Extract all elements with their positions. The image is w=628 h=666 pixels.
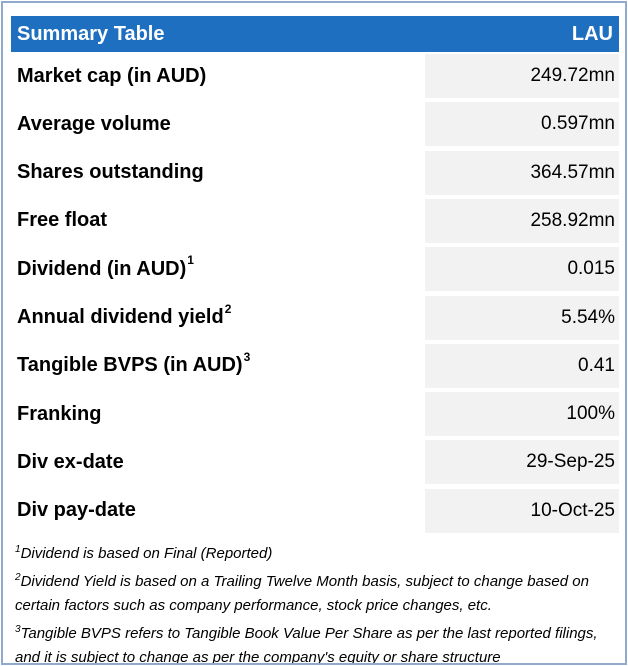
table-row: Div ex-date 29-Sep-25 <box>11 440 619 485</box>
row-label: Div pay-date <box>17 499 136 522</box>
row-value: 100% <box>425 392 619 437</box>
row-label-cell: Market cap (in AUD) <box>11 54 425 98</box>
footnote: 3Tangible BVPS refers to Tangible Book V… <box>15 618 615 665</box>
footnote-number: 3 <box>15 624 21 635</box>
row-label-cell: Free float <box>11 199 425 243</box>
footnote-text: Dividend is based on Final (Reported) <box>20 545 273 562</box>
table-row: Tangible BVPS (in AUD) 3 0.41 <box>11 343 619 388</box>
footnote-text: Tangible BVPS refers to Tangible Book Va… <box>15 625 598 665</box>
row-value: 10-Oct-25 <box>425 488 619 533</box>
row-value: 0.015 <box>425 247 619 292</box>
footnote-text: Dividend Yield is based on a Trailing Tw… <box>15 573 589 614</box>
row-label: Market cap (in AUD) <box>17 64 207 87</box>
row-value: 0.597mn <box>425 102 619 147</box>
row-label: Tangible BVPS (in AUD) <box>17 354 243 377</box>
row-label: Average volume <box>17 112 171 135</box>
row-label-cell: Div pay-date <box>11 489 425 533</box>
row-value: 364.57mn <box>425 150 619 195</box>
row-value: 29-Sep-25 <box>425 440 619 485</box>
header-ticker: LAU <box>571 22 613 45</box>
table-row: Free float 258.92mn <box>11 198 619 243</box>
footnote-number: 2 <box>15 572 21 583</box>
footnote-number: 1 <box>15 544 21 555</box>
row-label-cell: Div ex-date <box>11 440 425 484</box>
table-header: Summary Table LAU <box>11 16 619 52</box>
row-label-cell: Annual dividend yield 2 <box>11 296 425 340</box>
row-label-cell: Average volume <box>11 102 425 146</box>
table-row: Shares outstanding 364.57mn <box>11 150 619 195</box>
row-label: Franking <box>17 402 102 425</box>
table-row: Average volume 0.597mn <box>11 102 619 147</box>
row-label-cell: Dividend (in AUD) 1 <box>11 247 425 291</box>
row-label: Free float <box>17 209 108 232</box>
row-label: Dividend (in AUD) <box>17 257 187 280</box>
row-value: 249.72mn <box>425 54 619 98</box>
footnotes: 1Dividend is based on Final (Reported) 2D… <box>15 538 615 665</box>
header-title: Summary Table <box>17 22 165 45</box>
row-label: Div ex-date <box>17 450 124 473</box>
row-value: 5.54% <box>425 295 619 340</box>
table-row: Dividend (in AUD) 1 0.015 <box>11 247 619 292</box>
row-label-cell: Tangible BVPS (in AUD) 3 <box>11 344 425 388</box>
row-label: Annual dividend yield <box>17 306 224 328</box>
footnote-ref: 3 <box>243 349 251 364</box>
row-value: 0.41 <box>425 343 619 388</box>
table-row: Div pay-date 10-Oct-25 <box>11 488 619 533</box>
table-row: Franking 100% <box>11 392 619 437</box>
row-label-cell: Franking <box>11 392 425 436</box>
footnote-ref: 1 <box>187 253 194 268</box>
footnote: 1Dividend is based on Final (Reported) <box>15 538 615 566</box>
footnote-ref: 2 <box>224 301 232 316</box>
table-row: Annual dividend yield 2 5.54% <box>11 295 619 340</box>
footnote: 2Dividend Yield is based on a Trailing T… <box>15 566 615 618</box>
row-label-cell: Shares outstanding <box>11 151 425 195</box>
row-value: 258.92mn <box>425 198 619 243</box>
table-row: Market cap (in AUD) 249.72mn <box>11 54 619 98</box>
row-label: Shares outstanding <box>17 161 204 184</box>
